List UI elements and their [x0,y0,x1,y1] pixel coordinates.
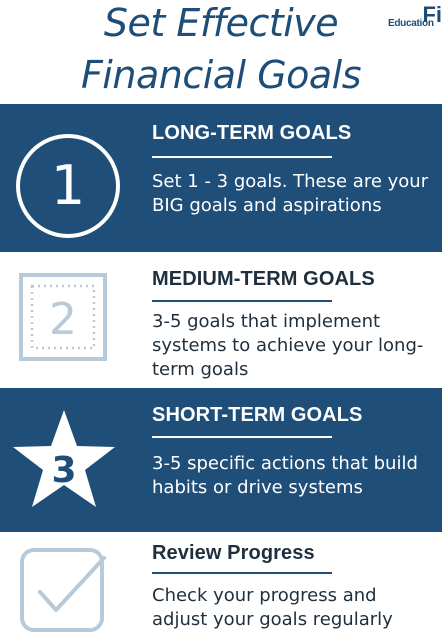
section-title: LONG-TERM GOALS [152,122,352,144]
star-number-icon: 3 [10,406,118,518]
section-underline [152,572,332,574]
section-number: 2 [49,294,77,345]
section-medium-term: 2 MEDIUM-TERM GOALS 3-5 goals that imple… [0,252,442,388]
logo-big-text: Fi [422,2,442,27]
dotted-square-number-icon: 2 [18,272,108,366]
section-number: 1 [51,154,85,217]
circle-number-icon: 1 [12,130,124,246]
section-title: SHORT-TERM GOALS [152,404,363,426]
section-description: 3-5 goals that implement systems to achi… [152,311,424,380]
page-title-line-1: Set Effective [103,1,339,45]
section-title: Review Progress [152,542,315,564]
brand-logo: Education Fi [388,2,442,32]
section-short-term: 3 SHORT-TERM GOALS 3-5 specific actions … [0,388,442,532]
page-title-line-2: Financial Goals [80,53,362,97]
section-description: 3-5 specific actions that build habits o… [152,453,418,498]
section-review-progress: Review Progress Check your progress and … [0,532,442,642]
section-description: Set 1 - 3 goals. These are your BIG goal… [152,171,429,216]
section-underline [152,300,332,302]
section-description: Check your progress and adjust your goal… [152,585,393,630]
section-underline [152,156,332,158]
logo-small-text: Education [388,18,434,29]
section-number: 3 [51,450,76,491]
section-long-term: 1 LONG-TERM GOALS Set 1 - 3 goals. These… [0,104,442,252]
section-title: MEDIUM-TERM GOALS [152,268,375,290]
checkbox-check-icon [18,546,110,642]
section-underline [152,436,332,438]
header: Set Effective Financial Goals Education … [0,0,442,104]
